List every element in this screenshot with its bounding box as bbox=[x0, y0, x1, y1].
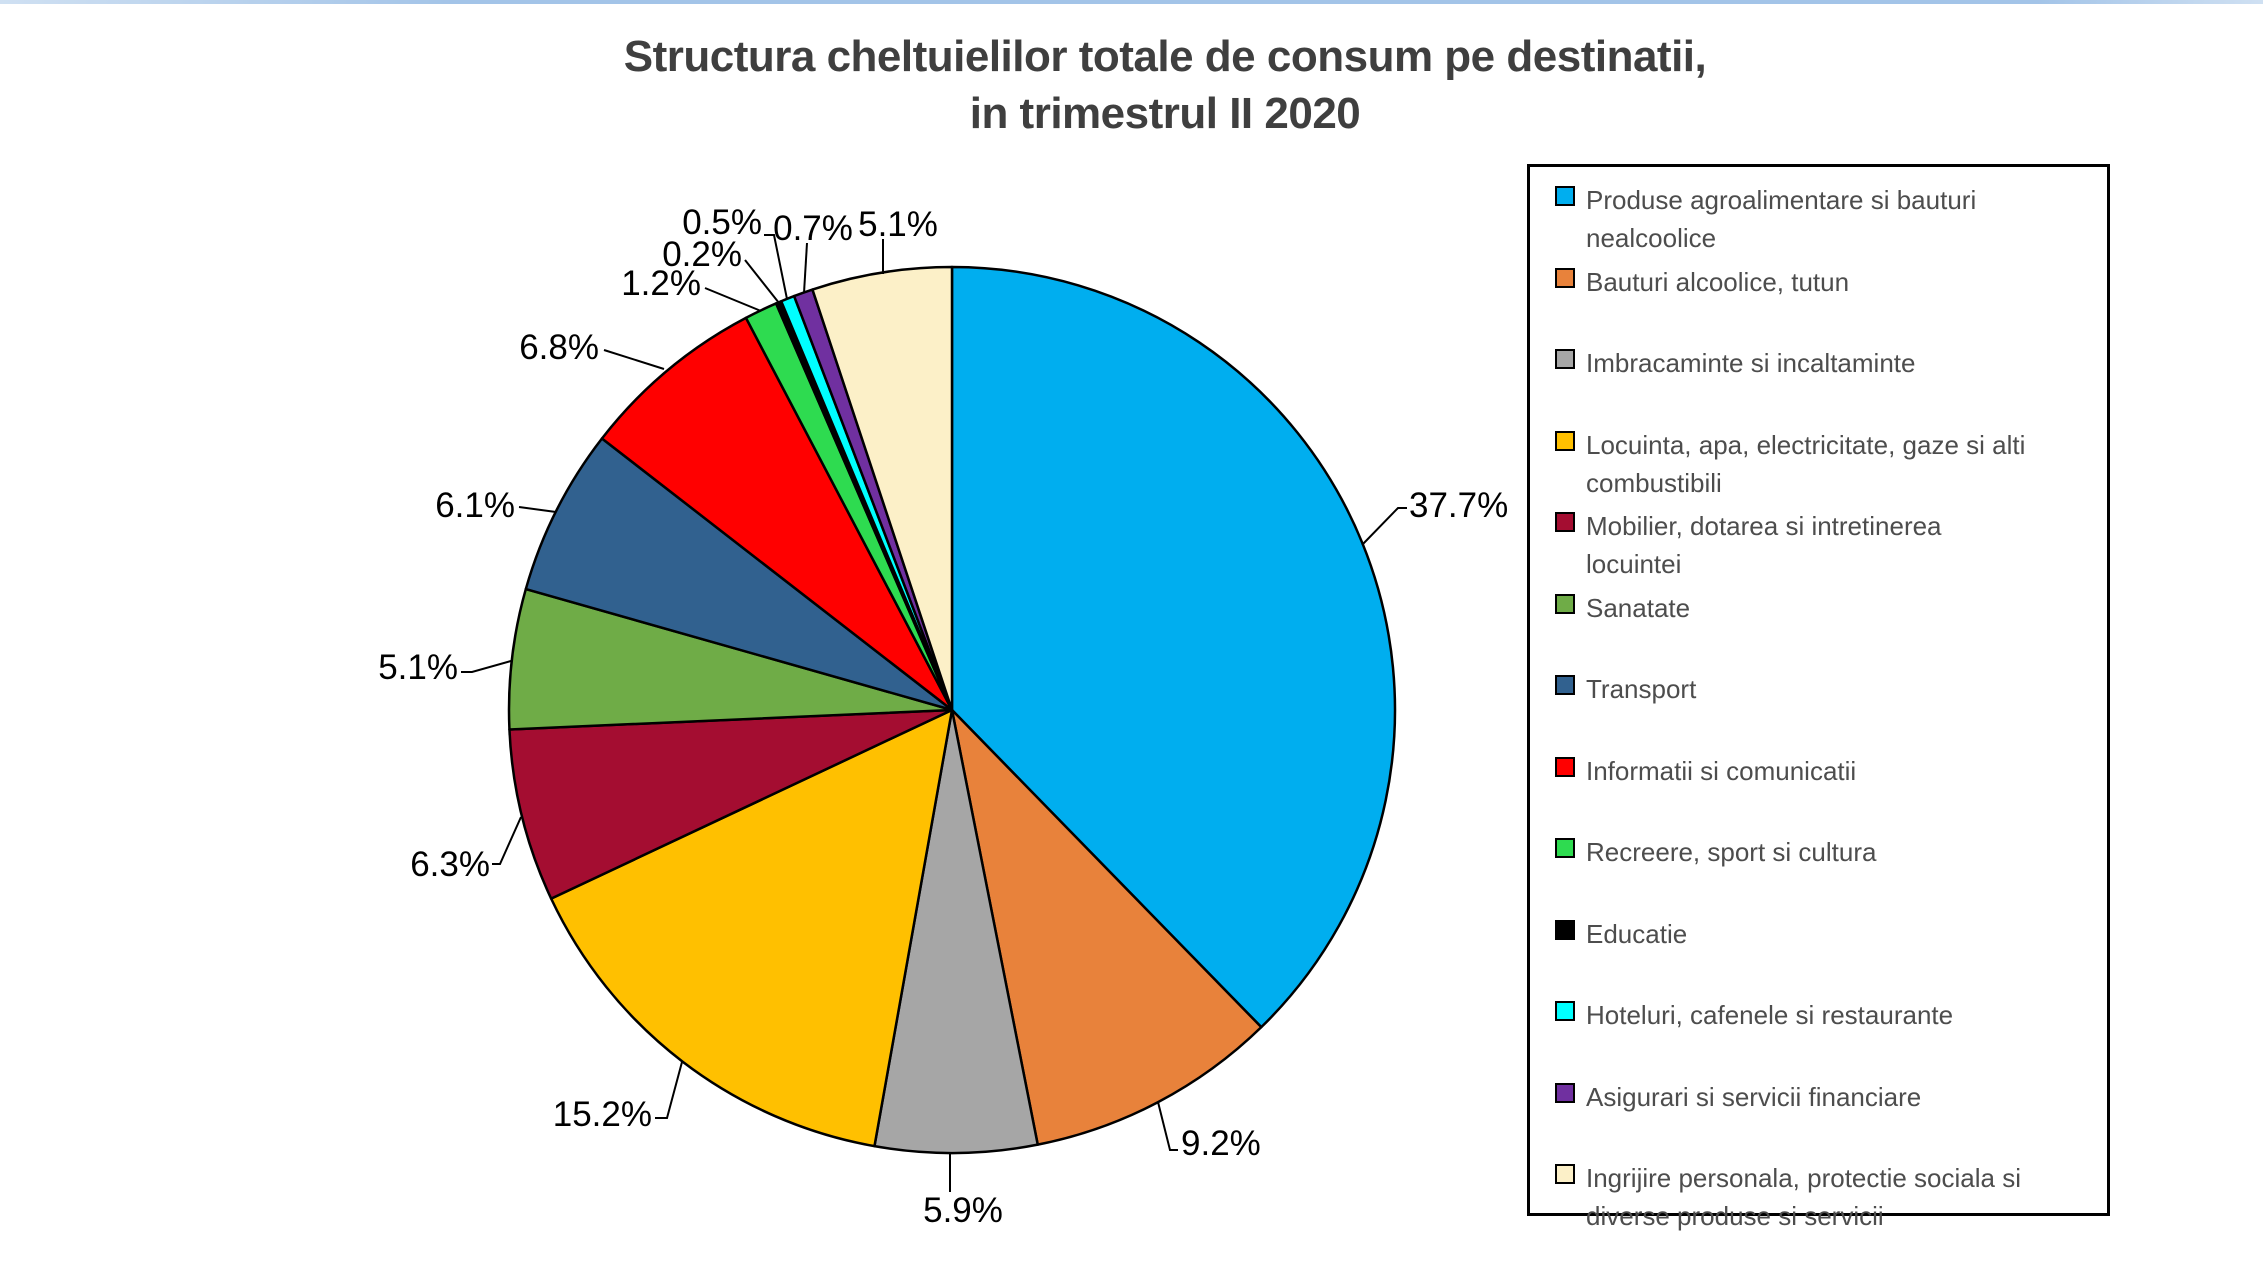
label-leader-line-7 bbox=[603, 349, 665, 370]
legend-label-11: Asigurari si servicii financiare bbox=[1586, 1081, 1922, 1112]
slice-percent-label-5: 5.1% bbox=[378, 648, 458, 687]
pie-slice-5 bbox=[507, 587, 954, 731]
legend-swatch-0 bbox=[1555, 186, 1575, 206]
slice-percent-label-4: 6.3% bbox=[410, 845, 490, 884]
slice-percent-label-12: 5.1% bbox=[858, 205, 938, 244]
legend-swatch-11 bbox=[1555, 1082, 1575, 1103]
legend-label-6: Transport bbox=[1586, 674, 1697, 704]
legend-label-12: Ingrijire personala, protectie sociala s… bbox=[1586, 1163, 2021, 1231]
legend-item-1: Bauturi alcoolice, tutun bbox=[1555, 263, 2101, 345]
legend-swatch-1 bbox=[1555, 267, 1575, 288]
chart-title-line2: in trimestrul II 2020 bbox=[969, 89, 1361, 138]
legend-swatch-5 bbox=[1555, 593, 1575, 614]
label-leader-line-6 bbox=[518, 506, 557, 513]
slice-percent-label-7: 6.8% bbox=[519, 328, 599, 367]
legend-label-0: Produse agroalimentare si bauturi nealco… bbox=[1586, 185, 1977, 253]
legend-label-4: Mobilier, dotarea si intretinerea locuin… bbox=[1586, 511, 1942, 579]
slice-percent-label-6: 6.1% bbox=[435, 486, 515, 525]
legend-swatch-7 bbox=[1555, 756, 1575, 777]
legend-label-9: Educatie bbox=[1586, 918, 1688, 949]
slice-percent-label-9: 0.2% bbox=[662, 235, 742, 274]
legend-swatch-8 bbox=[1555, 838, 1575, 858]
window-top-edge bbox=[0, 0, 2263, 4]
label-leader-line-5 bbox=[461, 660, 512, 673]
label-leader-line-1 bbox=[1157, 1101, 1178, 1151]
pie-slice-2 bbox=[873, 708, 1039, 1155]
legend-item-11: Asigurari si servicii financiare bbox=[1555, 1078, 2101, 1160]
legend-item-7: Informatii si comunicatii bbox=[1555, 752, 2101, 834]
legend-item-0: Produse agroalimentare si bauturi nealco… bbox=[1555, 181, 2101, 263]
legend-label-3: Locuinta, apa, electricitate, gaze si al… bbox=[1586, 429, 2026, 498]
pie-slice-4 bbox=[508, 708, 954, 900]
slice-percent-label-10: 0.5% bbox=[682, 203, 762, 242]
pie-slice-7 bbox=[600, 316, 954, 712]
legend-label-5: Sanatate bbox=[1586, 592, 1691, 623]
legend-label-7: Informatii si comunicatii bbox=[1586, 755, 1857, 786]
legend-swatch-9 bbox=[1555, 919, 1575, 940]
label-leader-line-0 bbox=[1361, 507, 1407, 546]
legend-item-4: Mobilier, dotarea si intretinerea locuin… bbox=[1555, 507, 2101, 589]
slice-percent-label-11: 0.7% bbox=[773, 209, 853, 248]
pie-slice-12 bbox=[811, 265, 954, 712]
legend-item-2: Imbracaminte si incaltaminte bbox=[1555, 344, 2101, 426]
legend-item-12: Ingrijire personala, protectie sociala s… bbox=[1555, 1159, 2101, 1241]
label-leader-line-10 bbox=[764, 234, 788, 300]
legend-label-2: Imbracaminte si incaltaminte bbox=[1586, 348, 1916, 378]
legend-label-8: Recreere, sport si cultura bbox=[1586, 837, 1877, 867]
label-leader-line-3 bbox=[655, 1061, 683, 1119]
legend-label-10: Hoteluri, cafenele si restaurante bbox=[1586, 1000, 1954, 1030]
chart-title-line1: Structura cheltuielilor totale de consum… bbox=[623, 32, 1707, 81]
legend-swatch-2 bbox=[1555, 349, 1575, 369]
legend-item-9: Educatie bbox=[1555, 915, 2101, 997]
slice-percent-label-1: 9.2% bbox=[1181, 1124, 1261, 1163]
legend-swatch-4 bbox=[1555, 512, 1575, 532]
label-leader-line-11 bbox=[803, 242, 808, 294]
chart-legend: Produse agroalimentare si bauturi nealco… bbox=[1527, 164, 2110, 1231]
legend-item-3: Locuinta, apa, electricitate, gaze si al… bbox=[1555, 426, 2101, 508]
label-leader-line-4 bbox=[492, 816, 522, 865]
chart-title: Structura cheltuielilor totale de consum… bbox=[67, 28, 2263, 142]
legend-item-5: Sanatate bbox=[1555, 589, 2101, 671]
legend-item-6: Transport bbox=[1555, 670, 2101, 752]
pie-slice-6 bbox=[524, 437, 954, 712]
legend-item-8: Recreere, sport si cultura bbox=[1555, 833, 2101, 915]
legend-item-10: Hoteluri, cafenele si restaurante bbox=[1555, 996, 2101, 1078]
slice-percent-label-8: 1.2% bbox=[621, 264, 701, 303]
legend-swatch-10 bbox=[1555, 1001, 1575, 1021]
label-leader-line-9 bbox=[744, 259, 780, 304]
slice-percent-label-0: 37.7% bbox=[1409, 486, 1508, 525]
pie-slice-3 bbox=[549, 708, 954, 1148]
legend-label-1: Bauturi alcoolice, tutun bbox=[1586, 266, 1850, 297]
legend-swatch-6 bbox=[1555, 675, 1575, 695]
legend-swatch-12 bbox=[1555, 1164, 1575, 1184]
label-leader-line-8 bbox=[704, 287, 762, 312]
slice-percent-label-3: 15.2% bbox=[553, 1095, 652, 1134]
legend-swatch-3 bbox=[1555, 430, 1575, 451]
pie-slice-0 bbox=[950, 265, 1397, 1029]
slice-percent-label-2: 5.9% bbox=[923, 1191, 1003, 1230]
